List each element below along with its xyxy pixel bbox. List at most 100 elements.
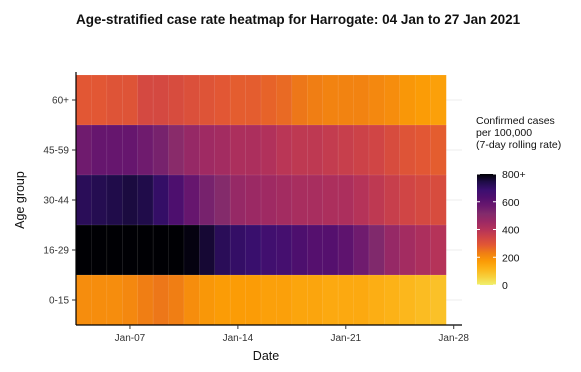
- y-axis-title: Age group: [13, 171, 27, 229]
- heatmap-cell: [276, 74, 293, 126]
- heatmap-cell: [199, 124, 216, 176]
- heatmap-cell: [414, 124, 432, 176]
- chart-title: Age-stratified case rate heatmap for Har…: [76, 12, 521, 27]
- heatmap-cell: [106, 124, 123, 176]
- heatmap-cell: [229, 124, 247, 176]
- heatmap-cell: [122, 124, 139, 176]
- heatmap-cell: [368, 224, 385, 276]
- heatmap-cell: [353, 174, 370, 226]
- heatmap-cell: [430, 124, 447, 176]
- heatmap-cell: [245, 274, 262, 326]
- heatmap-cell: [414, 74, 432, 126]
- heatmap-cell: [183, 274, 200, 326]
- heatmap-cell: [276, 124, 293, 176]
- heatmap-cell: [384, 274, 401, 326]
- heatmap-cell: [353, 124, 370, 176]
- x-axis-title: Date: [253, 349, 279, 363]
- heatmap-cell: [91, 174, 108, 226]
- heatmap-cell: [106, 224, 123, 276]
- heatmap-cell: [322, 74, 339, 126]
- heatmap-cell: [384, 124, 401, 176]
- heatmap-cell: [168, 174, 185, 226]
- heatmap-cell: [414, 174, 432, 226]
- heatmap-cell: [307, 274, 324, 326]
- heatmap-cell: [152, 124, 170, 176]
- heatmap-cell: [91, 274, 108, 326]
- legend-title-line: Confirmed cases: [476, 115, 555, 127]
- legend-tick-label: 400: [502, 225, 520, 237]
- heatmap-cell: [353, 274, 370, 326]
- axes: 60+ 45-59 30-44 16-29 0-15 Jan-07 Jan-14 Jan-21…: [43, 72, 469, 344]
- heatmap-cell: [91, 74, 108, 126]
- heatmap-cell: [307, 124, 324, 176]
- heatmap-cell: [75, 74, 92, 126]
- heatmap-cell: [168, 124, 185, 176]
- heatmap-cell: [168, 274, 185, 326]
- heatmap-cell: [291, 274, 308, 326]
- legend-title-line: (7-day rolling rate): [476, 139, 561, 151]
- heatmap-cell: [353, 224, 370, 276]
- legend-tick-label: 200: [502, 252, 520, 264]
- heatmap-cell: [337, 224, 355, 276]
- heatmap-cell: [399, 74, 416, 126]
- heatmap-cell: [399, 124, 416, 176]
- heatmap-cell: [214, 74, 231, 126]
- heatmap-cell: [91, 224, 108, 276]
- heatmap-cell: [75, 174, 92, 226]
- heatmap-cell: [430, 224, 447, 276]
- heatmap-cell: [368, 74, 385, 126]
- legend-tick-label: 0: [502, 280, 508, 292]
- heatmap-cell: [183, 124, 200, 176]
- color-legend: Confirmed cases per 100,000 (7-day rolli…: [476, 115, 561, 292]
- heatmap-cell: [291, 174, 308, 226]
- heatmap-cell: [245, 224, 262, 276]
- heatmap-cell: [322, 224, 339, 276]
- heatmap-cell: [122, 174, 139, 226]
- x-tick-label: Jan-14: [223, 333, 254, 344]
- heatmap-cell: [229, 174, 247, 226]
- legend-title-line: per 100,000: [476, 127, 532, 139]
- heatmap-cell: [414, 274, 432, 326]
- heatmap-cell: [291, 74, 308, 126]
- x-tick-label: Jan-07: [115, 333, 146, 344]
- heatmap-cell: [260, 174, 277, 226]
- heatmap-cell: [152, 74, 170, 126]
- heatmap-cell: [245, 174, 262, 226]
- y-tick-label: 45-59: [43, 146, 69, 157]
- heatmap-cell: [337, 74, 355, 126]
- heatmap-cell: [276, 274, 293, 326]
- heatmap-cell: [214, 124, 231, 176]
- x-tick-label: Jan-28: [438, 333, 469, 344]
- heatmap-cell: [214, 224, 231, 276]
- heatmap-cell: [307, 174, 324, 226]
- heatmap-cell: [322, 274, 339, 326]
- heatmap-cell: [75, 224, 92, 276]
- heatmap-cell: [399, 274, 416, 326]
- heatmap-cell: [75, 274, 92, 326]
- legend-tick-label: 600: [502, 197, 520, 209]
- heatmap-cell: [106, 274, 123, 326]
- heatmap-cell: [152, 274, 170, 326]
- heatmap-cell: [368, 174, 385, 226]
- heatmap-cell: [291, 224, 308, 276]
- heatmap-cell: [337, 274, 355, 326]
- heatmap-cell: [384, 224, 401, 276]
- heatmap-cell: [368, 124, 385, 176]
- heatmap-cell: [276, 224, 293, 276]
- heatmap-cell: [199, 174, 216, 226]
- heatmap-cell: [245, 74, 262, 126]
- heatmap-cell: [91, 124, 108, 176]
- heatmap-cell: [106, 174, 123, 226]
- heatmap-cell: [137, 174, 154, 226]
- heatmap-cell: [199, 274, 216, 326]
- heatmap-cell: [229, 74, 247, 126]
- heatmap-cell: [183, 174, 200, 226]
- heatmap-cell: [152, 224, 170, 276]
- y-tick-label: 0-15: [49, 296, 69, 307]
- heatmap-cell: [229, 274, 247, 326]
- heatmap-cell: [430, 74, 447, 126]
- heatmap-cell: [183, 74, 200, 126]
- heatmap-cell: [183, 224, 200, 276]
- heatmap-cell: [137, 74, 154, 126]
